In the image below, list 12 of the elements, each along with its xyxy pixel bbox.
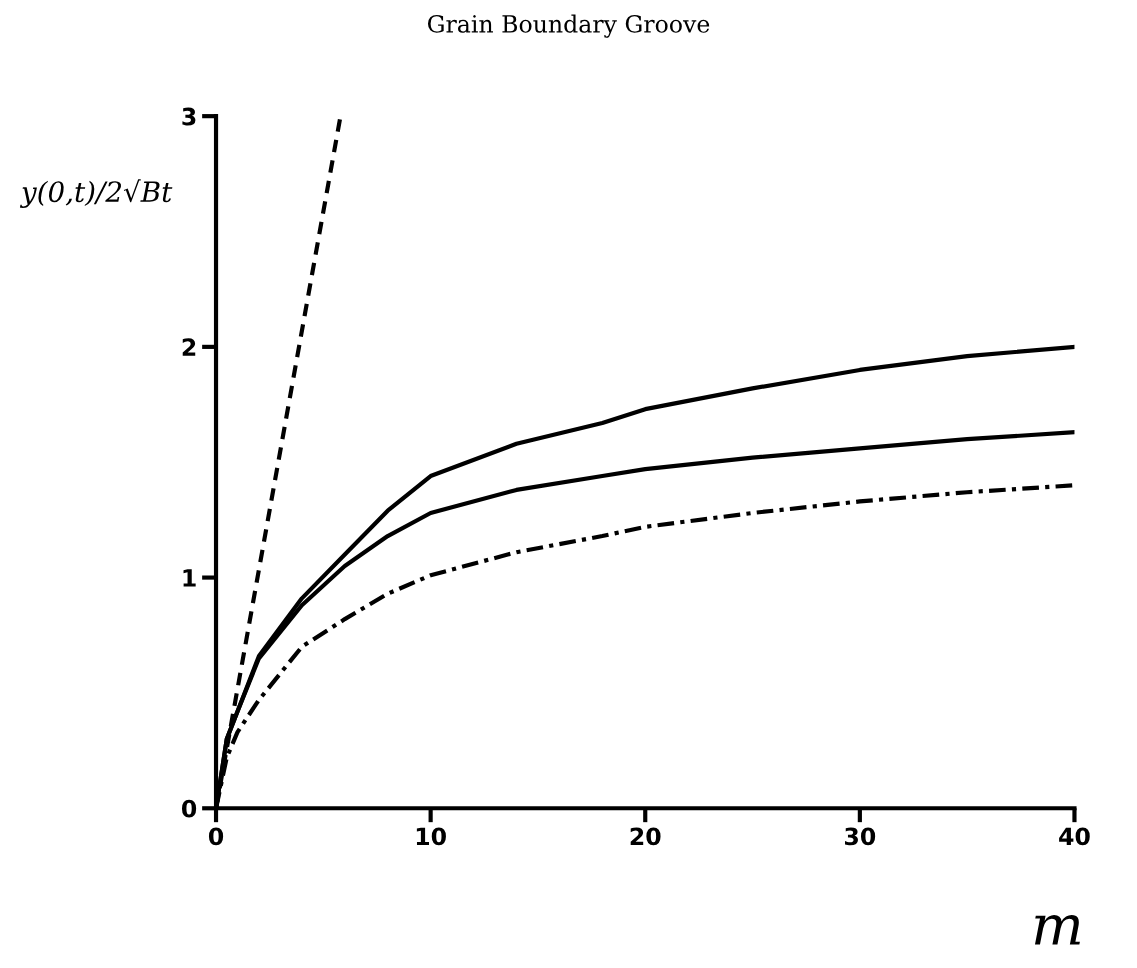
x-axis-title: m bbox=[1034, 914, 1080, 945]
x-tick-label: 40 bbox=[1059, 827, 1090, 846]
y-tick-label: 2 bbox=[182, 338, 196, 356]
x-tick-label: 30 bbox=[845, 827, 876, 846]
x-tick-label: 20 bbox=[630, 827, 661, 846]
chart-title: Grain Boundary Groove bbox=[427, 14, 710, 38]
y-tick-label: 0 bbox=[181, 799, 197, 818]
y-tick-label: 3 bbox=[182, 107, 196, 126]
x-tick-label: 10 bbox=[416, 827, 446, 846]
y-tick-label: 1 bbox=[183, 569, 196, 587]
y-axis-title: y(0,t)/2√Bt bbox=[19, 179, 173, 208]
x-tick-label: 0 bbox=[208, 827, 224, 846]
